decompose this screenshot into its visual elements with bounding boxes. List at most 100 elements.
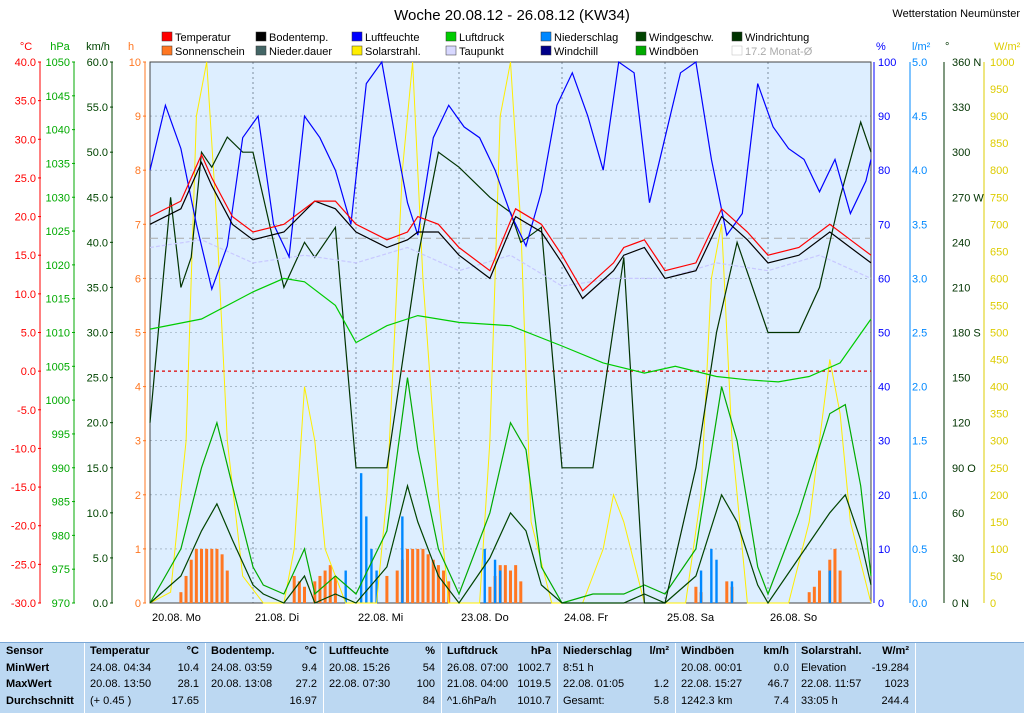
axis-unit: °C bbox=[20, 41, 32, 53]
axis-tick-label: 2 bbox=[135, 490, 141, 502]
axis-tick-label: 985 bbox=[52, 497, 70, 509]
axis-tick-label: 450 bbox=[990, 355, 1008, 367]
stats-cell-value: °C bbox=[304, 645, 317, 657]
axis-tick-label: 15.0 bbox=[15, 250, 36, 262]
x-tick-label: 25.08. Sa bbox=[667, 612, 715, 624]
axis-tick-label: 950 bbox=[990, 84, 1008, 96]
stats-cell-value: 1.2 bbox=[653, 678, 669, 690]
axis-tick-label: 250 bbox=[990, 463, 1008, 475]
axis-unit: % bbox=[876, 41, 886, 53]
stats-row: 8:51 h bbox=[557, 660, 675, 677]
axis-tick-label: 5.0 bbox=[912, 57, 927, 69]
stats-cell-value: l/m² bbox=[649, 645, 669, 657]
legend-swatch bbox=[161, 31, 173, 42]
stats-cell-label: 1242.3 km bbox=[681, 694, 733, 707]
axis-tick-label: 2.0 bbox=[912, 382, 927, 394]
stats-cell-value: °C bbox=[186, 645, 199, 657]
stats-cell-value: 244.4 bbox=[881, 694, 909, 707]
stats-row: Gesamt: 5.8 bbox=[557, 693, 675, 710]
stats-row: 20.08. 00:01 0.0 bbox=[675, 660, 795, 677]
sunshine-bar bbox=[725, 581, 729, 603]
legend-label: Taupunkt bbox=[459, 46, 504, 58]
stats-row: 22.08. 15:27 46.7 bbox=[675, 676, 795, 693]
rain-bar bbox=[483, 548, 486, 603]
axis-tick-label: 970 bbox=[52, 598, 70, 610]
rain-bar bbox=[370, 548, 373, 603]
sunshine-bar bbox=[184, 575, 188, 603]
stats-label-column: Sensor MinWert MaxWert Durchschnitt bbox=[0, 643, 85, 713]
stats-label-sensor: Sensor bbox=[6, 645, 44, 657]
sunshine-bar bbox=[488, 586, 492, 603]
stats-panel: Sensor MinWert MaxWert Durchschnitt Temp… bbox=[0, 642, 1024, 713]
legend-label: 17.2 Monat-Ø bbox=[745, 46, 813, 58]
sunshine-bar bbox=[694, 586, 698, 603]
x-tick-label: 21.08. Di bbox=[255, 612, 299, 624]
axis-tick-label: 1000 bbox=[990, 57, 1014, 69]
stats-cell-label: 20.08. 15:26 bbox=[329, 661, 391, 674]
sunshine-bar bbox=[200, 548, 203, 603]
axis-tick-label: 30 bbox=[952, 553, 964, 565]
axis-unit: h bbox=[128, 41, 134, 53]
axis-tick-label: 980 bbox=[52, 530, 70, 542]
stats-cell-value: 46.7 bbox=[767, 678, 789, 690]
sunshine-bar bbox=[205, 548, 209, 603]
stats-cell-label: 22.08. 07:30 bbox=[329, 678, 391, 690]
sunshine-bar bbox=[807, 592, 811, 603]
axis-tick-label: 180 S bbox=[952, 328, 981, 340]
stats-row: 20.08. 13:08 27.2 bbox=[205, 676, 323, 693]
axis-tick-label: 3 bbox=[135, 436, 141, 448]
axis-tick-label: 750 bbox=[990, 192, 1008, 204]
x-tick-label: 24.08. Fr bbox=[564, 612, 608, 624]
axis-tick-label: 500 bbox=[990, 328, 1008, 340]
sunshine-bar bbox=[812, 586, 816, 603]
chart-title: Woche 20.08.12 - 26.08.12 (KW34) bbox=[394, 7, 630, 24]
legend-label: Solarstrahl. bbox=[365, 46, 421, 58]
stats-cell-value: -19.284 bbox=[871, 661, 909, 674]
axis-tick-label: 100 bbox=[990, 544, 1008, 556]
legend-label: Luftfeuchte bbox=[365, 32, 419, 44]
stats-cell-value: 9.4 bbox=[301, 661, 317, 674]
sunshine-bar bbox=[431, 559, 435, 603]
axis-tick-label: 650 bbox=[990, 246, 1008, 258]
axis-tick-label: 270 W bbox=[952, 192, 984, 204]
axis-tick-label: 300 bbox=[952, 147, 970, 159]
axis-tick-label: 1.0 bbox=[912, 490, 927, 502]
stats-cell-label: Windböen bbox=[681, 645, 735, 657]
stats-row: 22.08. 01:05 1.2 bbox=[557, 676, 675, 693]
stats-row: 20.08. 15:26 54 bbox=[323, 660, 441, 677]
axis-unit: l/m² bbox=[912, 41, 931, 53]
stats-cell-label: 21.08. 04:00 bbox=[447, 678, 509, 690]
legend-swatch bbox=[161, 45, 173, 56]
series-line-solarstrahl bbox=[149, 61, 872, 604]
axis-tick-label: 4.5 bbox=[912, 111, 927, 123]
axis-tick-label: 550 bbox=[990, 300, 1008, 312]
stats-cell-value: 5.8 bbox=[653, 694, 669, 707]
axis-tick-label: 200 bbox=[990, 490, 1008, 502]
sunshine-bar bbox=[328, 565, 332, 603]
stats-cell-label: Bodentemp. bbox=[211, 645, 275, 657]
sunshine-bar bbox=[426, 554, 430, 603]
stats-cell-value: 17.65 bbox=[171, 694, 199, 707]
axis-tick-label: -30.0 bbox=[11, 598, 36, 610]
sunshine-bar bbox=[442, 570, 446, 603]
x-tick-label: 23.08. Do bbox=[461, 612, 509, 624]
axis-tick-label: 1020 bbox=[46, 260, 70, 272]
sunshine-bar bbox=[303, 586, 306, 603]
stats-cell-value: 1010.7 bbox=[517, 694, 551, 707]
axis-tick-label: 60 bbox=[952, 508, 964, 520]
stats-header: Solarstrahl. W/m² bbox=[795, 643, 915, 660]
axis-tick-label: 1025 bbox=[46, 226, 70, 238]
legend-swatch bbox=[351, 45, 363, 56]
sunshine-bar bbox=[406, 548, 409, 603]
axis-tick-label: 20.0 bbox=[87, 418, 108, 430]
rain-bar bbox=[715, 559, 718, 603]
stats-header: Luftfeuchte% bbox=[323, 643, 441, 660]
sunshine-bar bbox=[833, 548, 837, 603]
legend-label: Niederschlag bbox=[554, 32, 618, 44]
sunshine-bar bbox=[514, 565, 518, 603]
stats-header: Windböen km/h bbox=[675, 643, 795, 660]
sunshine-bar bbox=[189, 559, 193, 603]
axis-tick-label: 850 bbox=[990, 138, 1008, 150]
stats-cell-value: 54 bbox=[422, 661, 435, 674]
axis-tick-label: 1035 bbox=[46, 158, 70, 170]
